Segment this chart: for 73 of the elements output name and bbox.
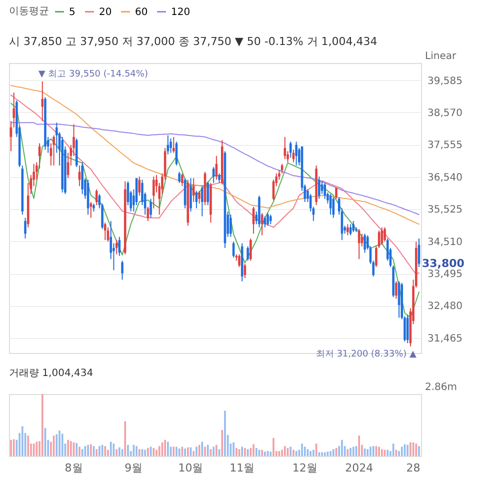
candlestick <box>324 182 326 200</box>
candlestick <box>250 238 252 262</box>
candlestick <box>52 134 55 166</box>
y-tick-label: 32,480 <box>428 301 462 312</box>
y-tick-label: 31,465 <box>428 333 462 344</box>
candlestick <box>12 92 15 128</box>
y-tick-label: 36,540 <box>428 172 462 184</box>
candlestick <box>121 260 124 280</box>
x-tick-label: 8월 <box>64 462 83 474</box>
candlestick <box>238 254 240 268</box>
x-tick-label: 12월 <box>292 462 318 474</box>
legend-label: 120 <box>171 6 190 18</box>
legend-label: 20 <box>99 6 112 18</box>
y-tick-label: 37,555 <box>428 140 462 152</box>
candlestick <box>269 214 272 225</box>
text: 2.86m <box>425 382 458 393</box>
candlestick <box>318 176 320 200</box>
candlestick <box>115 240 118 255</box>
x-tick-label: 10월 <box>178 462 204 474</box>
y-tick-label: 33,495 <box>428 269 462 280</box>
candlestick <box>329 194 332 216</box>
candlestick <box>172 136 175 154</box>
candlestick <box>201 186 204 217</box>
chart-title: 거래량 1,004,434 <box>9 368 94 379</box>
candlestick <box>230 214 232 238</box>
candlestick <box>384 226 386 242</box>
annotation: 최저 31,200 (8.33%) ▲ <box>316 349 417 360</box>
legend-title: 이동평균 <box>9 6 49 17</box>
x-tick-label: 11월 <box>230 462 255 474</box>
candlestick <box>178 171 180 184</box>
text: 33,800 <box>422 256 465 270</box>
candlestick <box>90 201 92 218</box>
line-series <box>10 122 420 216</box>
candlestick <box>295 141 298 166</box>
candlestick <box>335 187 338 200</box>
candlestick <box>181 172 184 187</box>
x-tick-label: 2024 <box>345 462 374 474</box>
legend-label: 60 <box>135 6 148 18</box>
candlestick <box>104 222 106 241</box>
candlestick <box>170 138 172 154</box>
y-tick-label: 39,585 <box>428 76 462 87</box>
line-series <box>10 85 420 225</box>
x-tick-label: 9월 <box>124 462 143 474</box>
candlestick <box>375 246 378 268</box>
chart-title: 시 37,850 고 37,950 저 37,000 종 37,750 ▼ 50 -0.13% 거 1,004,434 <box>9 35 378 48</box>
candlestick <box>289 141 292 158</box>
candlestick <box>152 176 155 209</box>
candlestick <box>320 180 324 195</box>
line-series <box>10 94 420 275</box>
candlestick <box>206 180 210 206</box>
candlestick <box>41 80 44 122</box>
candlestick <box>81 162 84 195</box>
y-tick-label: 38,570 <box>428 108 462 119</box>
line-series <box>10 102 420 318</box>
candlestick <box>364 233 366 254</box>
candlestick <box>246 246 249 262</box>
candlestick <box>24 217 26 239</box>
candlestick <box>395 280 398 300</box>
candlestick <box>150 198 152 218</box>
annotation: ▼ 최고 39,550 (-14.54%) <box>38 69 148 80</box>
candlestick <box>138 176 141 196</box>
candlestick <box>266 212 269 226</box>
y-tick-label: 34,510 <box>428 236 462 248</box>
legend-label: 5 <box>69 6 76 18</box>
text: Linear <box>425 51 457 62</box>
candlestick <box>346 224 349 236</box>
candlestick <box>198 190 200 204</box>
candlestick <box>232 241 235 258</box>
x-tick-label: 28 <box>406 462 420 474</box>
candlestick <box>218 172 220 184</box>
candlestick <box>190 178 192 212</box>
y-tick-label: 35,525 <box>428 204 462 216</box>
candlestick <box>352 220 355 233</box>
